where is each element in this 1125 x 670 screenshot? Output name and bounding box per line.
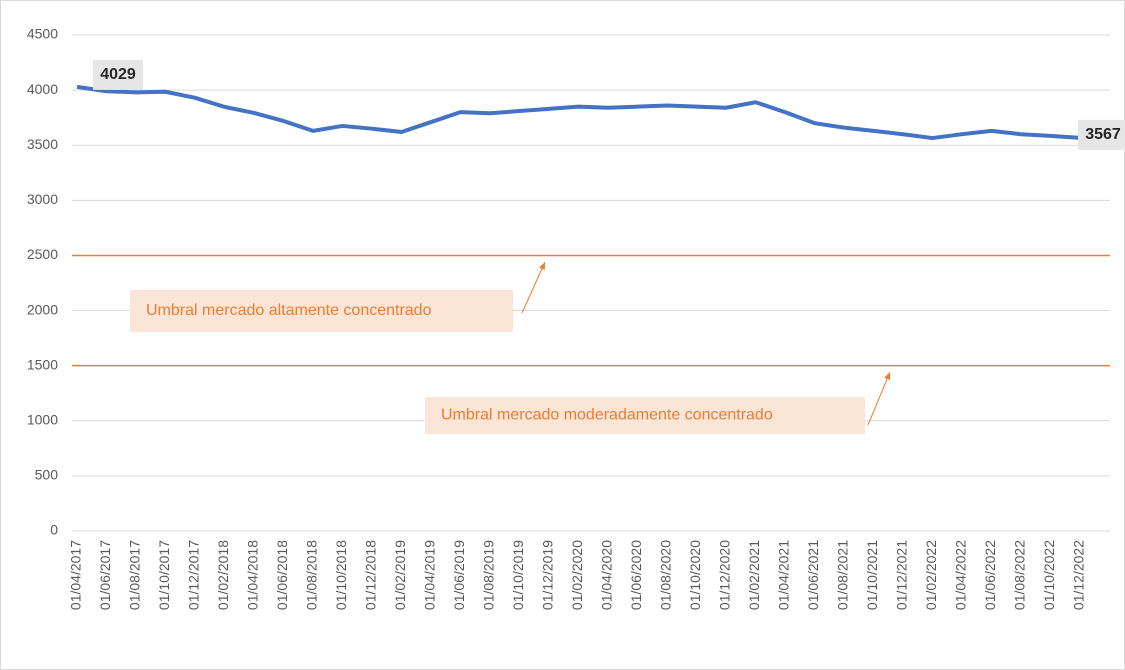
annotation: Umbral mercado moderadamente concentrado xyxy=(441,407,773,424)
data-label: 3567 xyxy=(1085,126,1121,143)
x-tick-label: 01/08/2018 xyxy=(304,540,320,610)
x-tick-label: 01/02/2018 xyxy=(215,540,231,610)
x-tick-label: 01/08/2017 xyxy=(127,540,143,610)
line xyxy=(76,84,1081,141)
x-tick-label: 01/12/2019 xyxy=(540,540,556,610)
x-tick-label: 01/12/2022 xyxy=(1071,540,1087,610)
annotation-box xyxy=(130,290,513,332)
x-tick-label: 01/10/2017 xyxy=(156,540,172,610)
x-tick-label: 01/08/2020 xyxy=(658,540,674,610)
annotation-box xyxy=(425,397,865,434)
x-tick-label: 01/12/2021 xyxy=(894,540,910,610)
y-tick-label: 0 xyxy=(50,522,58,538)
y-tick-label: 2500 xyxy=(27,246,58,262)
x-tick-label: 01/10/2021 xyxy=(864,540,880,610)
arrow-head xyxy=(884,372,891,380)
y-tick-label: 1500 xyxy=(27,356,58,372)
x-tick-label: 01/06/2022 xyxy=(982,540,998,610)
y-tick-label: 3500 xyxy=(27,136,58,152)
x-tick-label: 01/10/2020 xyxy=(687,540,703,610)
y-tick-label: 4000 xyxy=(27,81,58,97)
x-tick-label: 01/10/2022 xyxy=(1041,540,1057,610)
x-tick-label: 01/06/2020 xyxy=(628,540,644,610)
data-label-box xyxy=(93,59,143,90)
y-tick-label: 4500 xyxy=(27,26,58,42)
x-tick-label: 01/12/2020 xyxy=(717,540,733,610)
data-label-box xyxy=(1078,119,1125,150)
x-tick-label: 01/08/2019 xyxy=(481,540,497,610)
x-tick-label: 01/12/2018 xyxy=(363,540,379,610)
x-tick-label: 01/06/2018 xyxy=(274,540,290,610)
y-tick-label: 3000 xyxy=(27,191,58,207)
arrow-head xyxy=(539,262,545,270)
x-tick-label: 01/12/2017 xyxy=(186,540,202,610)
x-tick-label: 01/10/2019 xyxy=(510,540,526,610)
x-tick-label: 01/02/2020 xyxy=(569,540,585,610)
annotation-arrow xyxy=(867,371,891,426)
x-tick-label: 01/02/2019 xyxy=(392,540,408,610)
annotation: Umbral mercado altamente concentrado xyxy=(146,302,432,319)
x-tick-label: 01/10/2018 xyxy=(333,540,349,610)
x-tick-label: 01/06/2021 xyxy=(805,540,821,610)
x-tick-label: 01/06/2017 xyxy=(97,540,113,610)
x-tick-label: 01/04/2020 xyxy=(599,540,615,610)
x-tick-label: 01/02/2021 xyxy=(746,540,762,610)
x-tick-label: 01/04/2017 xyxy=(68,540,84,610)
x-tick-label: 01/04/2022 xyxy=(953,540,969,610)
y-tick-label: 500 xyxy=(35,467,59,483)
x-tick-label: 01/06/2019 xyxy=(451,540,467,610)
x-tick-label: 01/04/2019 xyxy=(422,540,438,610)
x-tick-label: 01/04/2021 xyxy=(776,540,792,610)
y-tick-label: 1000 xyxy=(27,411,58,427)
x-tick-label: 01/08/2022 xyxy=(1012,540,1028,610)
x-tick-label: 01/04/2018 xyxy=(245,540,261,610)
x-tick-label: 01/02/2022 xyxy=(923,540,939,610)
x-tick-label: 01/08/2021 xyxy=(835,540,851,610)
data-label: 4029 xyxy=(100,66,136,83)
annotation-arrow xyxy=(521,261,546,314)
y-tick-label: 2000 xyxy=(27,301,58,317)
